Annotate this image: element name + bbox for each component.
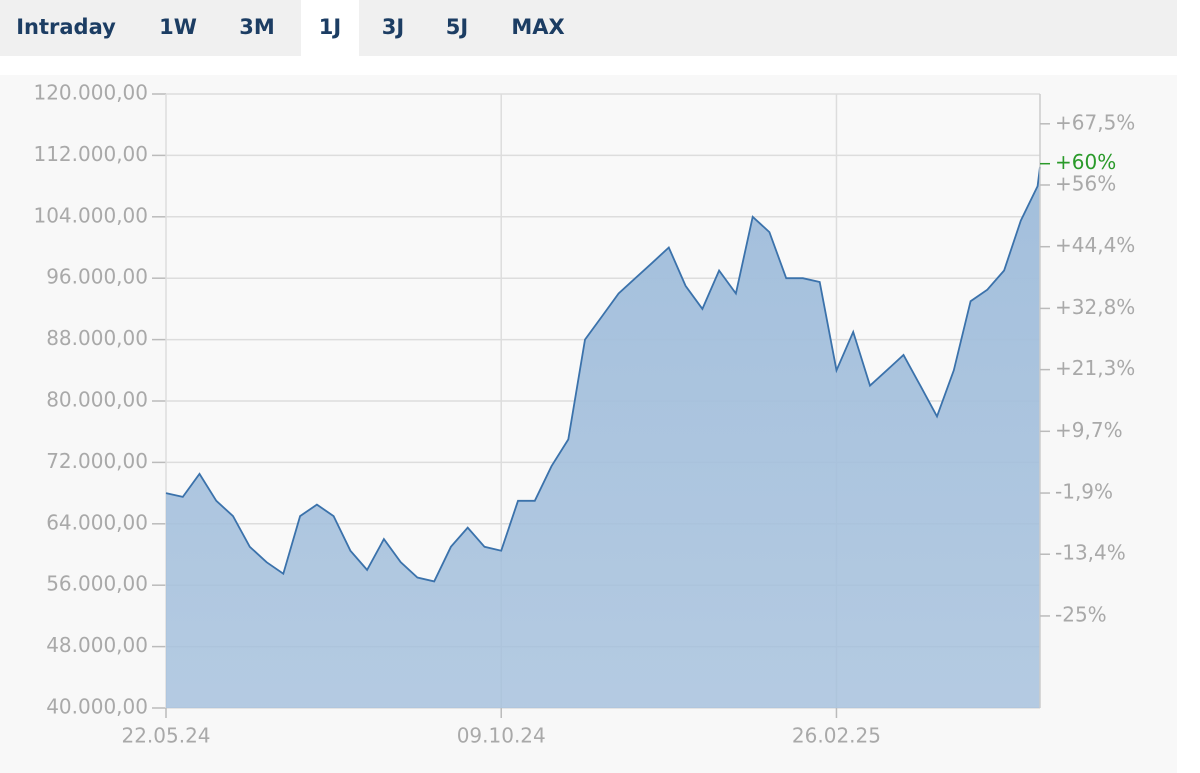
y2-tick-label: +56% bbox=[1055, 171, 1116, 195]
y2-tick-label: +67,5% bbox=[1055, 110, 1135, 134]
area bbox=[166, 166, 1040, 708]
y2-tick-label: -13,4% bbox=[1055, 541, 1126, 565]
current-label: +60% bbox=[1055, 150, 1116, 174]
tab[interactable]: Intraday bbox=[16, 15, 116, 39]
x-tick-label: 26.02.25 bbox=[792, 724, 881, 748]
y-tick-label: 56.000,00 bbox=[46, 572, 148, 596]
y-tick-label: 104.000,00 bbox=[33, 203, 148, 227]
tab[interactable]: 1W bbox=[159, 15, 197, 39]
y-tick-label: 64.000,00 bbox=[46, 510, 148, 534]
y-tick-label: 112.000,00 bbox=[33, 142, 148, 166]
tab[interactable]: 1J bbox=[319, 15, 341, 39]
x-tick-label: 22.05.24 bbox=[121, 724, 210, 748]
tab[interactable]: MAX bbox=[511, 15, 564, 39]
y2-tick-label: +44,4% bbox=[1055, 233, 1135, 257]
tab[interactable]: 3M bbox=[239, 15, 275, 39]
tab-selected-bg bbox=[301, 0, 359, 56]
tab[interactable]: 5J bbox=[446, 15, 468, 39]
y2-tick-label: +9,7% bbox=[1055, 418, 1123, 442]
line bbox=[165, 166, 1041, 583]
y2-tick-label: +21,3% bbox=[1055, 356, 1135, 380]
y-tick-label: 48.000,00 bbox=[46, 633, 148, 657]
x-tick-label: 09.10.24 bbox=[457, 724, 546, 748]
y-tick-label: 72.000,00 bbox=[46, 449, 148, 473]
y2-tick-label: -25% bbox=[1055, 602, 1107, 626]
y-tick-label: 40.000,00 bbox=[46, 695, 148, 719]
y2-tick-label: +32,8% bbox=[1055, 295, 1135, 319]
y-tick-label: 120.000,00 bbox=[33, 81, 148, 105]
y-tick-label: 88.000,00 bbox=[46, 326, 148, 350]
y2-tick-label: -1,9% bbox=[1055, 480, 1113, 504]
y-tick-label: 80.000,00 bbox=[46, 388, 148, 412]
tab[interactable]: 3J bbox=[382, 15, 404, 39]
y-tick-label: 96.000,00 bbox=[46, 265, 148, 289]
tab-bar bbox=[0, 0, 1177, 56]
